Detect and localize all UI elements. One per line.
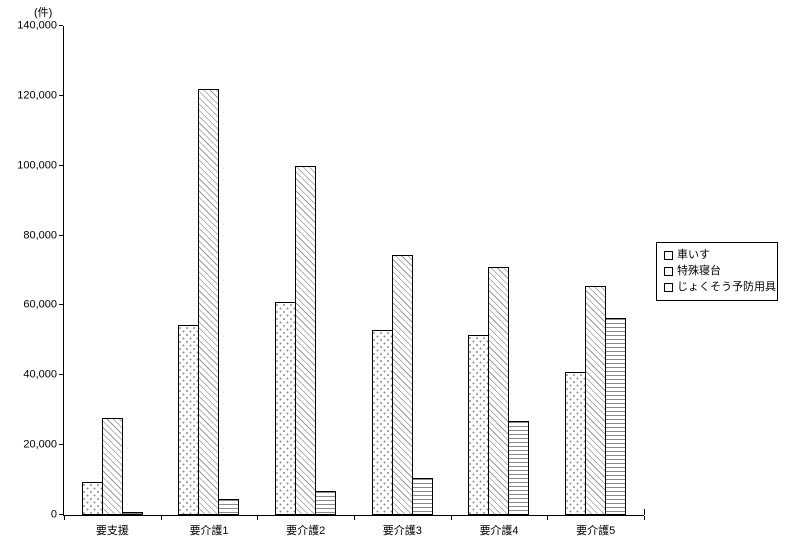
bar-group bbox=[161, 26, 258, 515]
y-axis-tick bbox=[59, 304, 63, 306]
x-axis-tick bbox=[257, 516, 259, 520]
x-axis-tick bbox=[64, 516, 65, 520]
bar-特殊寝台 bbox=[391, 254, 413, 515]
legend-label: 特殊寝台 bbox=[677, 265, 721, 278]
y-axis-tick-label: 40,000 bbox=[23, 368, 57, 381]
x-axis-category-label: 要介護3 bbox=[382, 525, 422, 537]
x-axis-category-label: 要支援 bbox=[95, 525, 129, 537]
legend-item: 車いす bbox=[664, 249, 771, 262]
y-axis-tick bbox=[59, 514, 63, 515]
bar-特殊寝台 bbox=[585, 286, 607, 515]
x-axis-category-label: 要介護2 bbox=[286, 525, 326, 537]
plot-area: 0 20,000 40,000 60,000 80,000 100,000 120,000 1… bbox=[17, 20, 645, 537]
y-axis-tick bbox=[59, 94, 63, 96]
y-axis-tick bbox=[59, 25, 63, 26]
legend-swatch-dots bbox=[664, 251, 673, 261]
y-axis-tick-label: 140,000 bbox=[17, 19, 57, 32]
legend-label: 車いす bbox=[677, 249, 710, 261]
bar-特殊寝台 bbox=[198, 88, 220, 515]
x-axis-category-label: 要介護5 bbox=[576, 525, 616, 537]
bar-group bbox=[354, 26, 451, 515]
y-axis-tick-label: 80,000 bbox=[23, 229, 57, 242]
bar-特殊寝台 bbox=[295, 165, 317, 515]
bar-車いす bbox=[275, 301, 297, 515]
bar-group bbox=[257, 26, 354, 515]
y-axis-tick-label: 0 bbox=[50, 508, 57, 521]
bar-じょくそう予防用具 bbox=[508, 420, 530, 515]
x-axis-tick bbox=[547, 516, 549, 520]
legend: 車いす特殊寝台じょくそう予防用具 bbox=[656, 242, 778, 301]
legend-swatch-hlines bbox=[664, 283, 673, 293]
bar-じょくそう予防用具 bbox=[121, 511, 143, 515]
bar-車いす bbox=[81, 481, 103, 515]
bar-車いす bbox=[468, 335, 490, 515]
y-axis-tick-label: 20,000 bbox=[23, 438, 57, 451]
y-axis-unit-label: (件) bbox=[34, 7, 53, 19]
y-axis-tick bbox=[59, 164, 63, 166]
bar-特殊寝台 bbox=[488, 267, 510, 515]
legend-swatch-diagonal bbox=[664, 267, 673, 277]
bar-じょくそう予防用具 bbox=[605, 317, 627, 515]
bar-じょくそう予防用具 bbox=[411, 478, 433, 515]
bar-車いす bbox=[178, 324, 200, 515]
x-axis-endcap bbox=[644, 509, 645, 515]
y-axis-tick-label: 60,000 bbox=[23, 298, 57, 311]
bar-車いす bbox=[371, 329, 393, 515]
x-axis-category-label: 要介護4 bbox=[479, 525, 519, 537]
x-axis-tick bbox=[354, 516, 355, 520]
y-axis-tick bbox=[59, 374, 63, 376]
legend-label: じょくそう予防用具 bbox=[677, 281, 776, 294]
x-axis-category-label: 要介護1 bbox=[189, 525, 229, 537]
x-axis-tick bbox=[644, 516, 645, 520]
legend-item: 特殊寝台 bbox=[664, 265, 771, 278]
bar-group bbox=[451, 26, 548, 515]
bar-じょくそう予防用具 bbox=[315, 490, 337, 515]
x-axis-tick bbox=[160, 516, 162, 520]
y-axis-tick bbox=[59, 234, 63, 236]
bar-特殊寝台 bbox=[101, 417, 123, 515]
bar-group bbox=[547, 26, 644, 515]
y-axis-tick-label: 120,000 bbox=[17, 89, 57, 102]
bar-じょくそう予防用具 bbox=[218, 499, 240, 515]
y-axis-tick bbox=[59, 444, 63, 446]
bar-車いす bbox=[565, 371, 587, 515]
legend-item: じょくそう予防用具 bbox=[664, 281, 776, 294]
y-axis-tick-label: 100,000 bbox=[17, 159, 57, 172]
x-axis-tick bbox=[450, 516, 452, 520]
bar-group bbox=[64, 26, 161, 515]
